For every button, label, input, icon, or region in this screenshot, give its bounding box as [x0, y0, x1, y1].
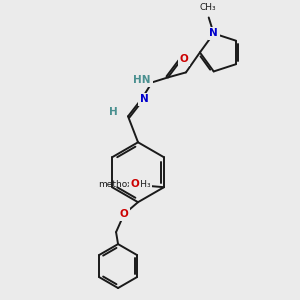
- Text: CH₃: CH₃: [134, 180, 151, 189]
- Text: CH₃: CH₃: [200, 2, 216, 11]
- Text: methoxy: methoxy: [98, 180, 138, 189]
- Text: HN: HN: [134, 75, 151, 85]
- Text: O: O: [130, 179, 139, 189]
- Text: H: H: [109, 107, 118, 117]
- Text: O: O: [120, 209, 128, 219]
- Text: O: O: [180, 54, 188, 64]
- Text: N: N: [140, 94, 148, 104]
- Text: N: N: [209, 28, 218, 38]
